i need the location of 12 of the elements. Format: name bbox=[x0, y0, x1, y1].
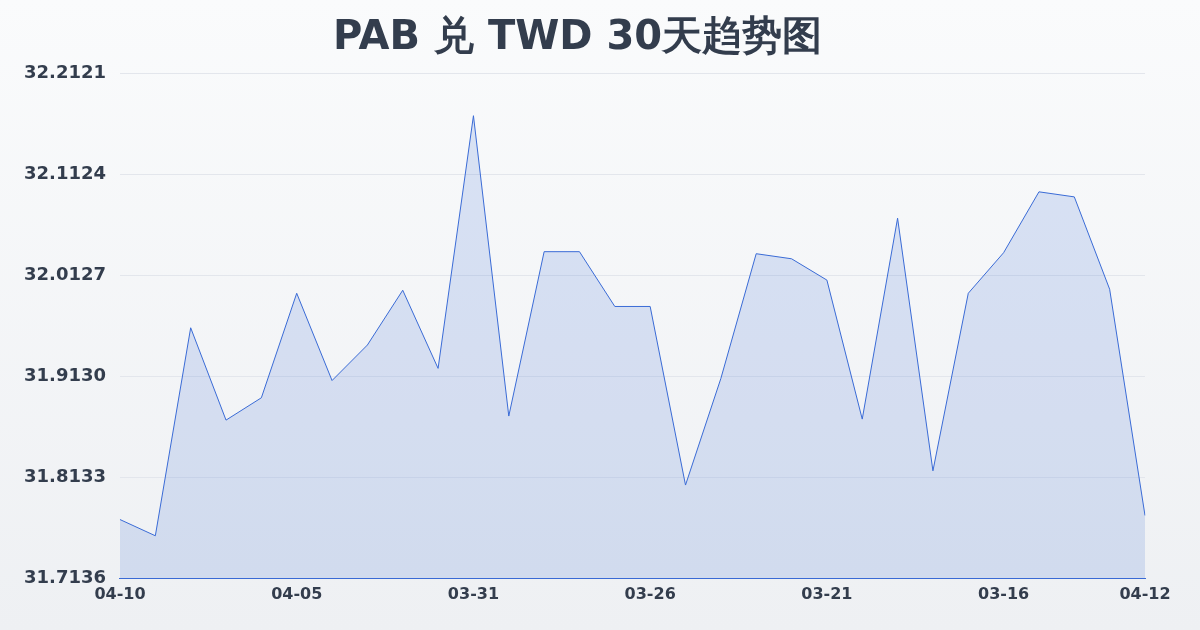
x-tick-label: 03-21 bbox=[801, 583, 853, 603]
x-tick-label: 04-05 bbox=[271, 583, 323, 603]
x-tick-label: 03-26 bbox=[624, 583, 676, 603]
chart-title: PAB 兑 TWD 30天趋势图 bbox=[332, 12, 823, 59]
x-tick-label: 03-31 bbox=[447, 583, 500, 603]
x-tick-label: 04-12 bbox=[1119, 583, 1171, 603]
x-tick-label: 03-16 bbox=[978, 583, 1030, 603]
y-tick-label: 31.8133 bbox=[24, 465, 106, 487]
y-tick-label: 32.2121 bbox=[24, 60, 106, 82]
y-tick-label: 32.0127 bbox=[24, 262, 106, 284]
y-tick-label: 32.1124 bbox=[24, 161, 106, 183]
y-tick-label: 31.9130 bbox=[24, 364, 106, 386]
